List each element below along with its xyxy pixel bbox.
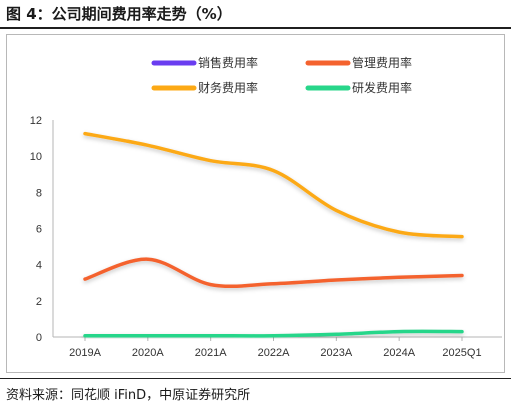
legend-label: 财务费用率 — [198, 80, 258, 95]
source-note: 资料来源：同花顺 iFinD，中原证券研究所 — [6, 388, 251, 403]
figure-title: 图 4：公司期间费用率走势（%） — [6, 5, 232, 23]
source-rule — [0, 378, 511, 379]
series-line-3 — [83, 329, 464, 338]
series-line-2 — [83, 131, 464, 239]
x-tick-label: 2025Q1 — [442, 347, 481, 359]
y-tick-label: 0 — [36, 332, 42, 344]
x-tick-label: 2021A — [195, 347, 227, 359]
y-tick-label: 10 — [30, 151, 42, 163]
x-tick-label: 2020A — [132, 347, 164, 359]
legend-label: 管理费用率 — [352, 55, 412, 70]
x-tick-label: 2023A — [320, 347, 352, 359]
series-line-1 — [83, 257, 464, 289]
x-tick-label: 2024A — [383, 347, 415, 359]
series-layer — [83, 131, 464, 338]
chart-frame: 销售费用率 管理费用率财务费用率 研发费用率 0 2 4 6 8 10 12 2019A 2020A… — [6, 34, 505, 373]
x-tick-label: 2019A — [69, 347, 101, 359]
x-tick-label: 2022A — [258, 347, 290, 359]
y-tick-label: 6 — [36, 224, 42, 236]
y-tick-label: 8 — [36, 187, 42, 199]
title-rule — [0, 27, 511, 29]
legend-label: 销售费用率 — [198, 55, 258, 70]
legend-label: 研发费用率 — [352, 80, 412, 95]
y-tick-label: 12 — [30, 115, 42, 127]
y-tick-label: 2 — [36, 296, 42, 308]
y-tick-label: 4 — [36, 260, 42, 272]
